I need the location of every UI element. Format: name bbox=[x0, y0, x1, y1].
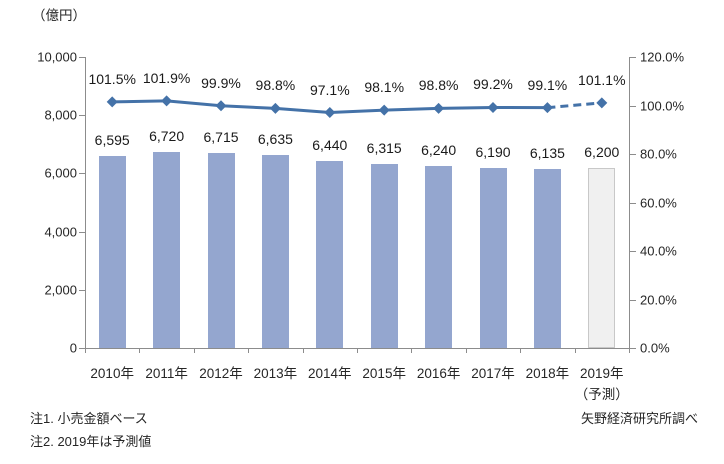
diamond-marker bbox=[541, 102, 553, 114]
diamond-marker bbox=[378, 104, 390, 116]
line-value-label: 101.9% bbox=[142, 69, 191, 86]
bar-value-label: 6,720 bbox=[149, 128, 185, 145]
x-axis-tick bbox=[357, 349, 358, 353]
bar-value-label: 6,315 bbox=[366, 140, 402, 157]
line-solid-segment bbox=[112, 99, 548, 115]
left-axis-tick bbox=[79, 231, 85, 233]
right-axis-tick bbox=[630, 105, 636, 107]
diamond-marker bbox=[106, 96, 118, 108]
x-axis-tick bbox=[411, 349, 413, 353]
x-category-label: 2015年 bbox=[362, 366, 406, 381]
bar-value-label: 6,635 bbox=[257, 130, 293, 147]
x-axis-tick bbox=[302, 349, 304, 353]
right-axis-tick-label: 80.0% bbox=[640, 146, 677, 162]
bar-value-label: 6,200 bbox=[584, 143, 620, 160]
diamond-marker bbox=[596, 97, 608, 109]
left-axis-tick bbox=[79, 173, 85, 175]
right-axis-tick-label: 100.0% bbox=[640, 98, 685, 113]
left-axis-tick-label: 4,000 bbox=[44, 224, 77, 240]
diamond-marker bbox=[324, 107, 336, 119]
x-category-label: 2011年 bbox=[145, 366, 188, 381]
right-axis-tick-label: 40.0% bbox=[640, 243, 677, 259]
x-category-label: 2013年 bbox=[253, 366, 298, 381]
line-value-label: 97.1% bbox=[309, 81, 350, 98]
bar-value-label: 6,715 bbox=[203, 128, 239, 145]
x-category-label: 2010年 bbox=[90, 366, 134, 381]
x-axis-tick bbox=[248, 349, 250, 353]
x-axis-tick bbox=[139, 349, 141, 353]
right-axis-tick-label: 20.0% bbox=[640, 292, 677, 307]
x-category-label: 2016年 bbox=[416, 366, 461, 381]
bar bbox=[533, 169, 561, 348]
bar bbox=[479, 167, 507, 348]
right-axis-tick bbox=[630, 251, 636, 252]
line-value-label: 98.1% bbox=[364, 79, 405, 96]
bar-value-label: 6,190 bbox=[475, 143, 511, 160]
left-axis-tick-label: 0 bbox=[69, 340, 77, 356]
x-axis-tick bbox=[465, 349, 467, 353]
right-axis-tick bbox=[630, 348, 636, 349]
diamond-marker bbox=[161, 95, 173, 107]
x-axis-tick bbox=[85, 349, 86, 353]
line-value-label: 98.8% bbox=[418, 77, 459, 94]
bar bbox=[316, 160, 344, 348]
x-category-label: 2018年 bbox=[525, 366, 570, 381]
line-value-label: 98.8% bbox=[255, 77, 296, 94]
left-axis-tick bbox=[79, 115, 85, 117]
diamond-marker bbox=[269, 102, 281, 114]
x-axis-tick bbox=[520, 349, 522, 353]
left-axis-tick-label: 2,000 bbox=[44, 282, 77, 298]
diamond-marker bbox=[487, 101, 499, 113]
bar bbox=[261, 154, 289, 348]
right-axis-tick-label: 120.0% bbox=[640, 49, 685, 65]
x-axis-tick bbox=[574, 349, 576, 353]
bar-value-label: 6,440 bbox=[312, 136, 348, 153]
bar bbox=[370, 164, 398, 348]
x-axis-tick bbox=[629, 349, 630, 353]
source-credit: 矢野経済研究所調べ bbox=[580, 411, 698, 426]
line-value-label: 101.1% bbox=[578, 71, 626, 88]
line-value-label: 99.9% bbox=[201, 74, 241, 91]
x-category-sublabel: （予測） bbox=[574, 387, 629, 402]
bar bbox=[207, 152, 235, 348]
right-axis-tick bbox=[630, 154, 636, 155]
diamond-marker bbox=[215, 100, 227, 112]
bar bbox=[98, 156, 126, 348]
x-category-label: 2014年 bbox=[308, 366, 352, 381]
x-axis-line bbox=[85, 348, 630, 349]
right-axis-tick bbox=[630, 299, 636, 301]
footnote-2: 注2. 2019年は予測値 bbox=[30, 434, 152, 449]
x-category-label: 2019年 bbox=[580, 366, 624, 381]
left-axis-tick bbox=[79, 348, 85, 349]
bar-value-label: 6,595 bbox=[94, 132, 130, 149]
right-axis-tick bbox=[630, 57, 636, 58]
right-axis-tick bbox=[630, 202, 636, 204]
right-axis-tick-label: 0.0% bbox=[640, 340, 670, 356]
left-axis-tick-label: 8,000 bbox=[44, 107, 77, 123]
left-axis-line bbox=[85, 57, 86, 349]
bar bbox=[153, 152, 181, 348]
x-category-label: 2012年 bbox=[199, 366, 243, 381]
right-axis-line bbox=[629, 57, 630, 349]
x-category-label: 2017年 bbox=[471, 366, 515, 381]
bar-forecast bbox=[588, 167, 616, 348]
line-dashed-forecast-segment bbox=[547, 101, 602, 110]
line-value-label: 101.5% bbox=[88, 70, 136, 87]
right-axis-tick-label: 60.0% bbox=[640, 195, 677, 210]
left-axis-tick bbox=[79, 57, 85, 58]
bar-value-label: 6,135 bbox=[529, 145, 565, 162]
left-axis-tick-label: 6,000 bbox=[44, 165, 77, 181]
footnote-1: 注1. 小売金額ベース bbox=[30, 411, 148, 426]
line-value-label: 99.1% bbox=[527, 76, 568, 93]
bar-value-label: 6,240 bbox=[421, 142, 457, 159]
left-axis-tick-label: 10,000 bbox=[37, 49, 77, 65]
left-axis-tick bbox=[79, 289, 85, 291]
bar bbox=[425, 166, 453, 348]
diamond-marker bbox=[433, 102, 445, 114]
line-value-label: 99.2% bbox=[473, 76, 513, 93]
left-axis-unit-label: （億円） bbox=[32, 8, 86, 23]
x-axis-tick bbox=[193, 349, 195, 353]
